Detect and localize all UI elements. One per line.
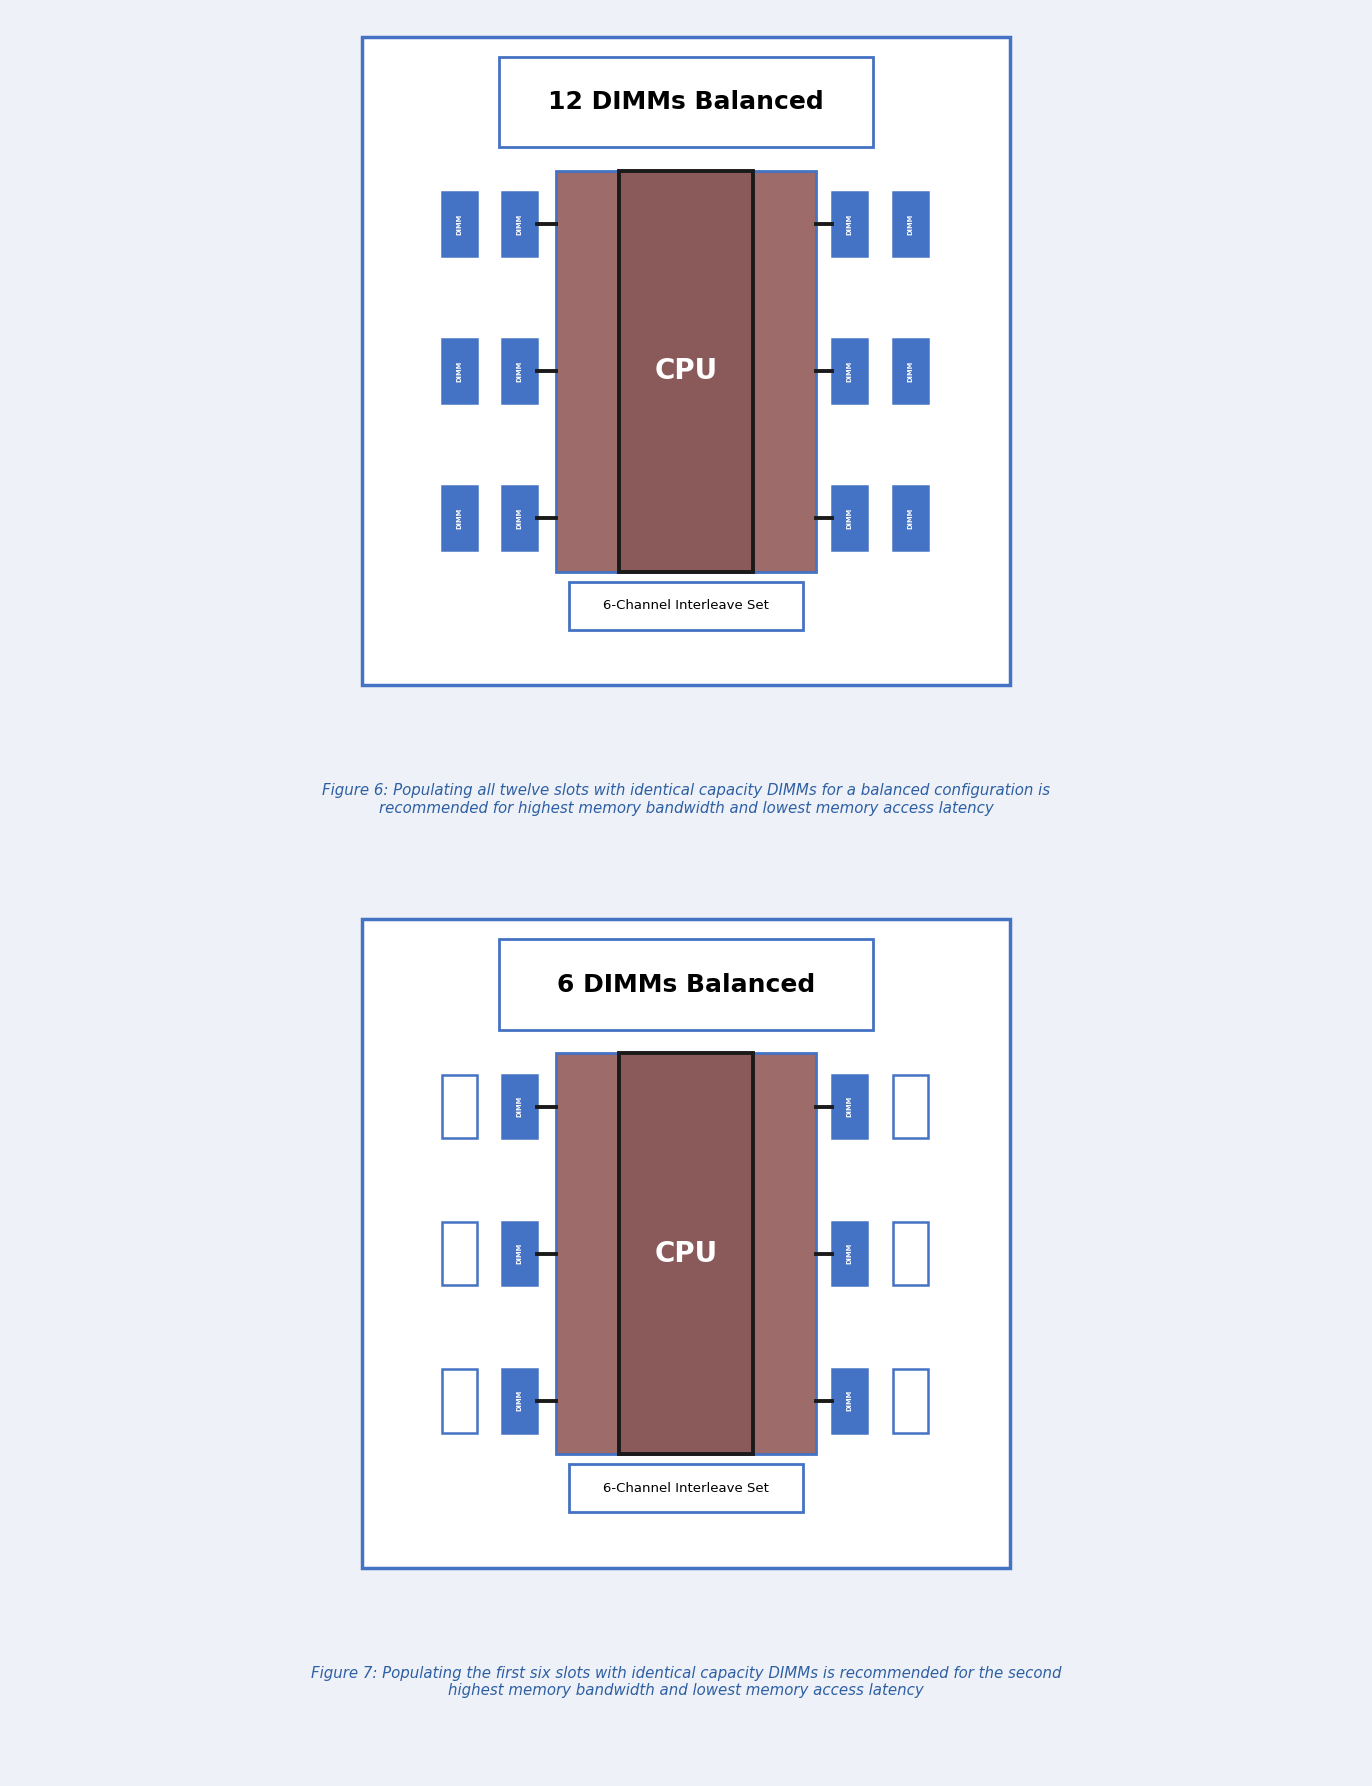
Bar [502, 193, 536, 255]
Text: DIMM: DIMM [457, 213, 462, 234]
Bar [619, 170, 753, 572]
Text: Figure 7: Populating the first six slots with identical capacity DIMMs is recomm: Figure 7: Populating the first six slots… [310, 1666, 1062, 1698]
Bar [502, 1075, 536, 1138]
Text: DIMM: DIMM [908, 361, 914, 382]
Bar [442, 1370, 476, 1432]
Bar [556, 170, 816, 572]
Text: 12 DIMMs Balanced: 12 DIMMs Balanced [549, 89, 823, 114]
Text: DIMM: DIMM [847, 213, 852, 234]
Text: DIMM: DIMM [847, 1390, 852, 1411]
Text: DIMM: DIMM [908, 213, 914, 234]
Text: DIMM: DIMM [516, 213, 523, 234]
Bar [893, 486, 927, 550]
Text: DIMM: DIMM [457, 507, 462, 529]
Text: 6 DIMMs Balanced: 6 DIMMs Balanced [557, 973, 815, 997]
Bar [893, 339, 927, 404]
Text: DIMM: DIMM [847, 1243, 852, 1264]
FancyBboxPatch shape [569, 582, 803, 630]
Bar [502, 1370, 536, 1432]
Text: DIMM: DIMM [516, 1243, 523, 1264]
Bar [442, 1222, 476, 1286]
Bar [831, 1370, 867, 1432]
Text: DIMM: DIMM [847, 1097, 852, 1118]
Bar [893, 193, 927, 255]
Text: DIMM: DIMM [457, 361, 462, 382]
Text: CPU: CPU [654, 1239, 718, 1268]
Text: DIMM: DIMM [516, 507, 523, 529]
Text: DIMM: DIMM [847, 507, 852, 529]
Bar [502, 339, 536, 404]
Bar [442, 339, 476, 404]
FancyBboxPatch shape [362, 920, 1010, 1568]
Bar [619, 1054, 753, 1454]
Text: DIMM: DIMM [516, 1390, 523, 1411]
Bar [502, 486, 536, 550]
Text: DIMM: DIMM [908, 507, 914, 529]
Bar [831, 486, 867, 550]
Bar [893, 1370, 927, 1432]
Bar [831, 193, 867, 255]
Bar [502, 1222, 536, 1286]
Bar [442, 486, 476, 550]
Bar [893, 1222, 927, 1286]
Text: 6-Channel Interleave Set: 6-Channel Interleave Set [604, 600, 768, 613]
Text: DIMM: DIMM [847, 361, 852, 382]
Text: 6-Channel Interleave Set: 6-Channel Interleave Set [604, 1482, 768, 1495]
FancyBboxPatch shape [569, 1465, 803, 1513]
Bar [442, 193, 476, 255]
FancyBboxPatch shape [362, 38, 1010, 686]
FancyBboxPatch shape [499, 57, 873, 146]
Bar [893, 1075, 927, 1138]
Bar [831, 1222, 867, 1286]
Text: DIMM: DIMM [516, 361, 523, 382]
Bar [442, 1075, 476, 1138]
Text: CPU: CPU [654, 357, 718, 386]
Text: Figure 6: Populating all twelve slots with identical capacity DIMMs for a balanc: Figure 6: Populating all twelve slots wi… [322, 784, 1050, 816]
Bar [556, 1054, 816, 1454]
Bar [831, 1075, 867, 1138]
Bar [831, 339, 867, 404]
FancyBboxPatch shape [499, 939, 873, 1031]
Text: DIMM: DIMM [516, 1097, 523, 1118]
